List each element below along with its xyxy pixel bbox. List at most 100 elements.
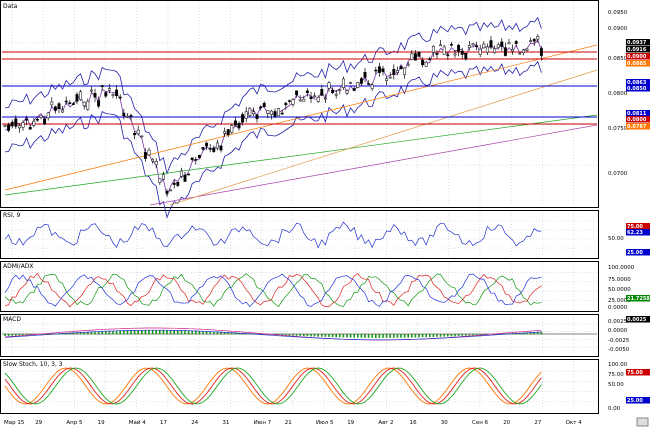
axis-tick-label: 0.0750: [608, 126, 628, 132]
candle: [540, 48, 542, 55]
candle: [274, 111, 276, 116]
candle: [79, 92, 81, 100]
candle: [33, 121, 35, 125]
axis-tick-label: 100.00: [608, 362, 628, 368]
candle: [310, 97, 312, 99]
candle: [439, 45, 441, 46]
axis-tick-label: 0.0850: [608, 56, 628, 62]
macd-bar: [411, 334, 413, 338]
macd-bar: [123, 331, 125, 335]
macd-bar: [440, 334, 442, 337]
macd-bar: [393, 334, 395, 338]
candle: [241, 114, 243, 122]
candle: [357, 82, 359, 87]
candle: [148, 150, 150, 155]
axis-tick-label: 0.0950: [608, 10, 628, 16]
candle: [184, 175, 186, 182]
price-badge-label: 0.0885: [627, 61, 647, 67]
candle: [396, 70, 398, 72]
candle: [425, 62, 427, 66]
candle: [454, 54, 456, 55]
candle: [220, 146, 222, 150]
rsi-panel[interactable]: [1, 211, 599, 259]
candle: [389, 77, 391, 78]
date-label: Июн 7: [254, 420, 272, 426]
price-panel-title: Data: [3, 3, 18, 10]
candle: [270, 111, 272, 115]
macd-bar: [451, 334, 453, 336]
macd-bar: [332, 334, 334, 337]
price-badge-label: 0.0850: [627, 86, 647, 92]
candle: [36, 119, 38, 120]
date-label: Мар 15: [4, 420, 25, 426]
macd-bar: [145, 330, 147, 334]
macd-bar: [130, 331, 132, 335]
candle: [277, 108, 279, 115]
macd-bar: [181, 331, 183, 335]
macd-bar: [22, 334, 24, 335]
candle: [493, 49, 495, 53]
candle: [54, 107, 56, 111]
candle: [364, 72, 366, 77]
price-badge-label: 75.00: [627, 370, 643, 376]
macd-bar: [465, 334, 467, 336]
macd-bar: [307, 334, 309, 336]
candle: [11, 122, 13, 126]
candle: [159, 179, 161, 183]
macd-bar: [418, 334, 420, 337]
candle: [166, 191, 168, 193]
macd-bar: [379, 334, 381, 338]
macd-bar: [191, 331, 193, 334]
date-label: 21: [285, 420, 292, 426]
scroll-corner[interactable]: [637, 418, 648, 426]
macd-bar: [112, 331, 114, 334]
adx-panel-title: ADMI/ADX: [3, 263, 34, 270]
macd-bar: [137, 330, 139, 334]
macd-bar: [141, 330, 143, 334]
axis-tick-label: 100.0000: [608, 265, 635, 271]
macd-bar: [335, 334, 337, 337]
candle: [108, 89, 110, 91]
candle: [295, 91, 297, 95]
price-panel[interactable]: [1, 1, 599, 208]
candle: [137, 130, 139, 134]
candle: [335, 94, 337, 95]
candle: [47, 113, 49, 118]
macd-bar: [422, 334, 424, 337]
candle: [533, 39, 535, 41]
axis-tick-label: 0.0025: [608, 319, 628, 325]
macd-bar: [119, 331, 121, 335]
stoch-panel[interactable]: [1, 360, 599, 414]
candle: [360, 79, 362, 84]
macd-bar: [364, 334, 366, 338]
macd-bar: [472, 334, 474, 335]
candle: [58, 104, 60, 109]
macd-bar: [454, 334, 456, 336]
macd-bar: [325, 334, 327, 337]
candle: [198, 155, 200, 158]
candle: [119, 97, 121, 98]
macd-bar: [299, 334, 301, 336]
candle: [105, 92, 107, 96]
macd-bar: [328, 334, 330, 337]
candle: [522, 50, 524, 53]
macd-bar: [389, 334, 391, 338]
macd-bar: [4, 334, 6, 336]
date-label: Авг 2: [378, 420, 393, 426]
date-label: Май 4: [129, 419, 146, 426]
macd-bar: [458, 334, 460, 336]
candle: [353, 88, 355, 90]
macd-bar: [443, 334, 445, 337]
macd-bar: [415, 334, 417, 337]
axis-tick-label: 0.0000: [608, 305, 628, 311]
candle: [292, 99, 294, 104]
candle: [457, 45, 459, 51]
candle: [202, 147, 204, 149]
candle: [112, 94, 114, 95]
candle: [72, 104, 74, 105]
macd-bar: [11, 334, 13, 336]
axis-tick-label: 0.0900: [608, 26, 628, 32]
candle: [191, 158, 193, 160]
date-label: 17: [160, 420, 167, 426]
